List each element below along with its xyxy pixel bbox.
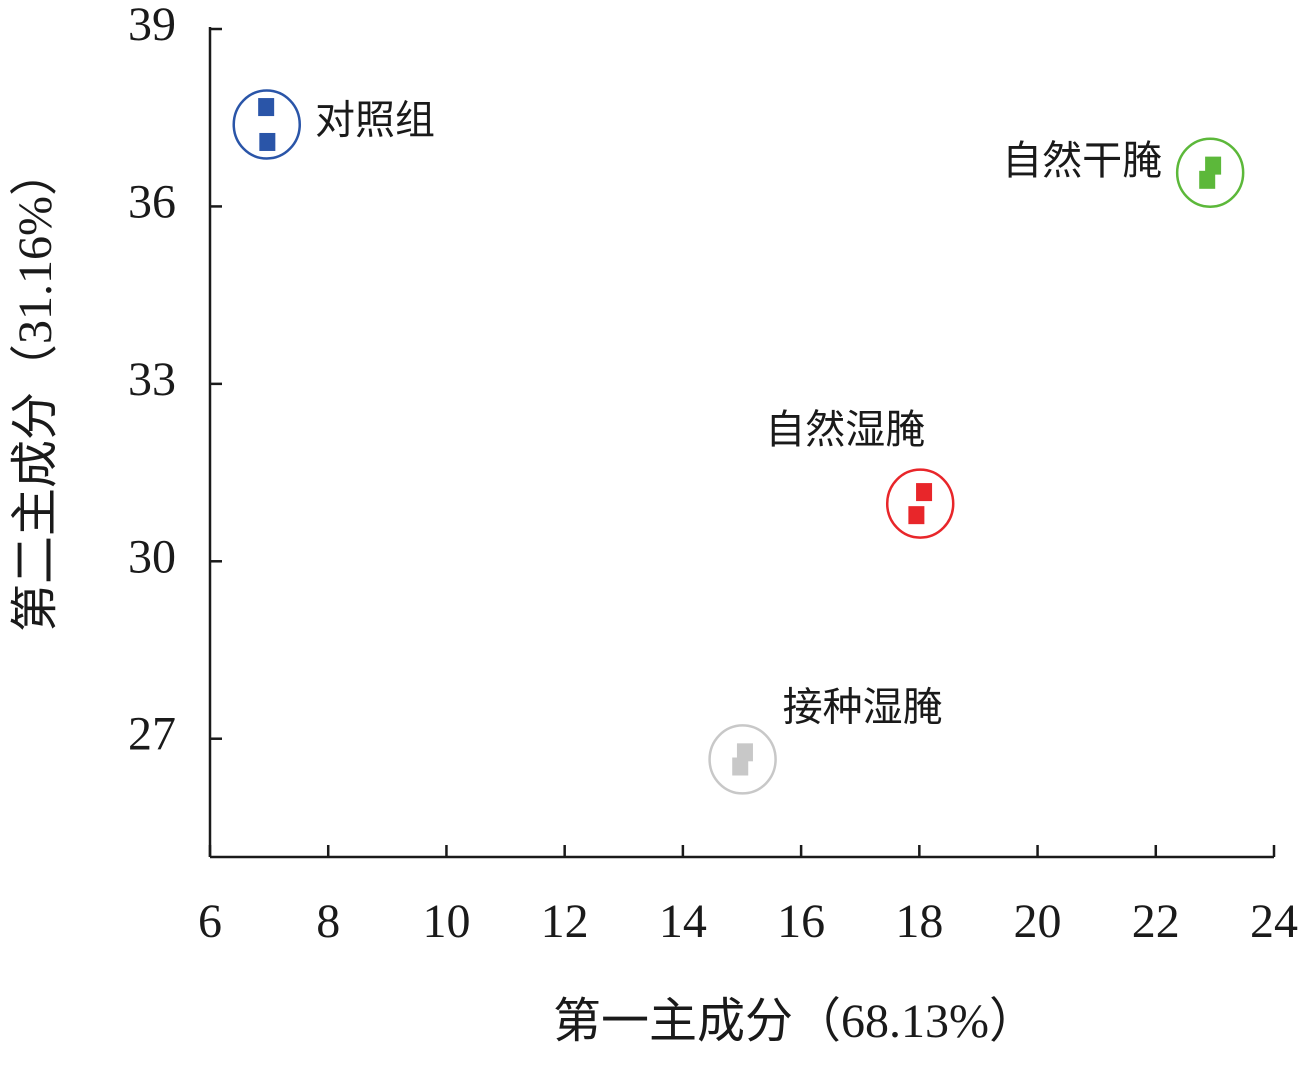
point <box>736 743 753 762</box>
point-label: 对照组 <box>315 98 435 143</box>
y-axis-title: 第二主成分（31.16%） <box>9 148 62 632</box>
point <box>258 98 275 117</box>
point <box>1199 170 1216 189</box>
x-tick-label: 24 <box>1250 895 1298 948</box>
x-tick-label: 10 <box>422 895 470 948</box>
x-tick-label: 14 <box>659 895 707 948</box>
x-tick-label: 16 <box>777 895 825 948</box>
x-tick-label: 20 <box>1014 895 1062 948</box>
point-label: 接种湿腌 <box>783 685 943 730</box>
group-circle <box>1175 137 1245 208</box>
y-tick-label: 36 <box>128 175 176 228</box>
x-tick-label: 18 <box>895 895 943 948</box>
x-tick-label: 12 <box>541 895 589 948</box>
y-tick-label: 27 <box>128 708 176 761</box>
point <box>732 757 749 776</box>
x-axis-title: 第一主成分（68.13%） <box>553 995 1037 1048</box>
group-circle <box>232 89 301 160</box>
point <box>916 483 933 502</box>
x-tick-label: 6 <box>198 895 222 948</box>
y-tick-label: 30 <box>128 530 176 583</box>
point <box>259 132 276 151</box>
point-label: 自然湿腌 <box>765 407 925 452</box>
point <box>908 506 925 525</box>
point <box>1205 156 1222 175</box>
y-tick-label: 39 <box>128 0 176 51</box>
point-label: 自然干腌 <box>1002 138 1162 183</box>
x-tick-label: 8 <box>316 895 340 948</box>
x-tick-label: 22 <box>1132 895 1180 948</box>
y-tick-label: 33 <box>128 353 176 406</box>
group-circle <box>885 468 955 539</box>
group-circle <box>708 724 777 795</box>
